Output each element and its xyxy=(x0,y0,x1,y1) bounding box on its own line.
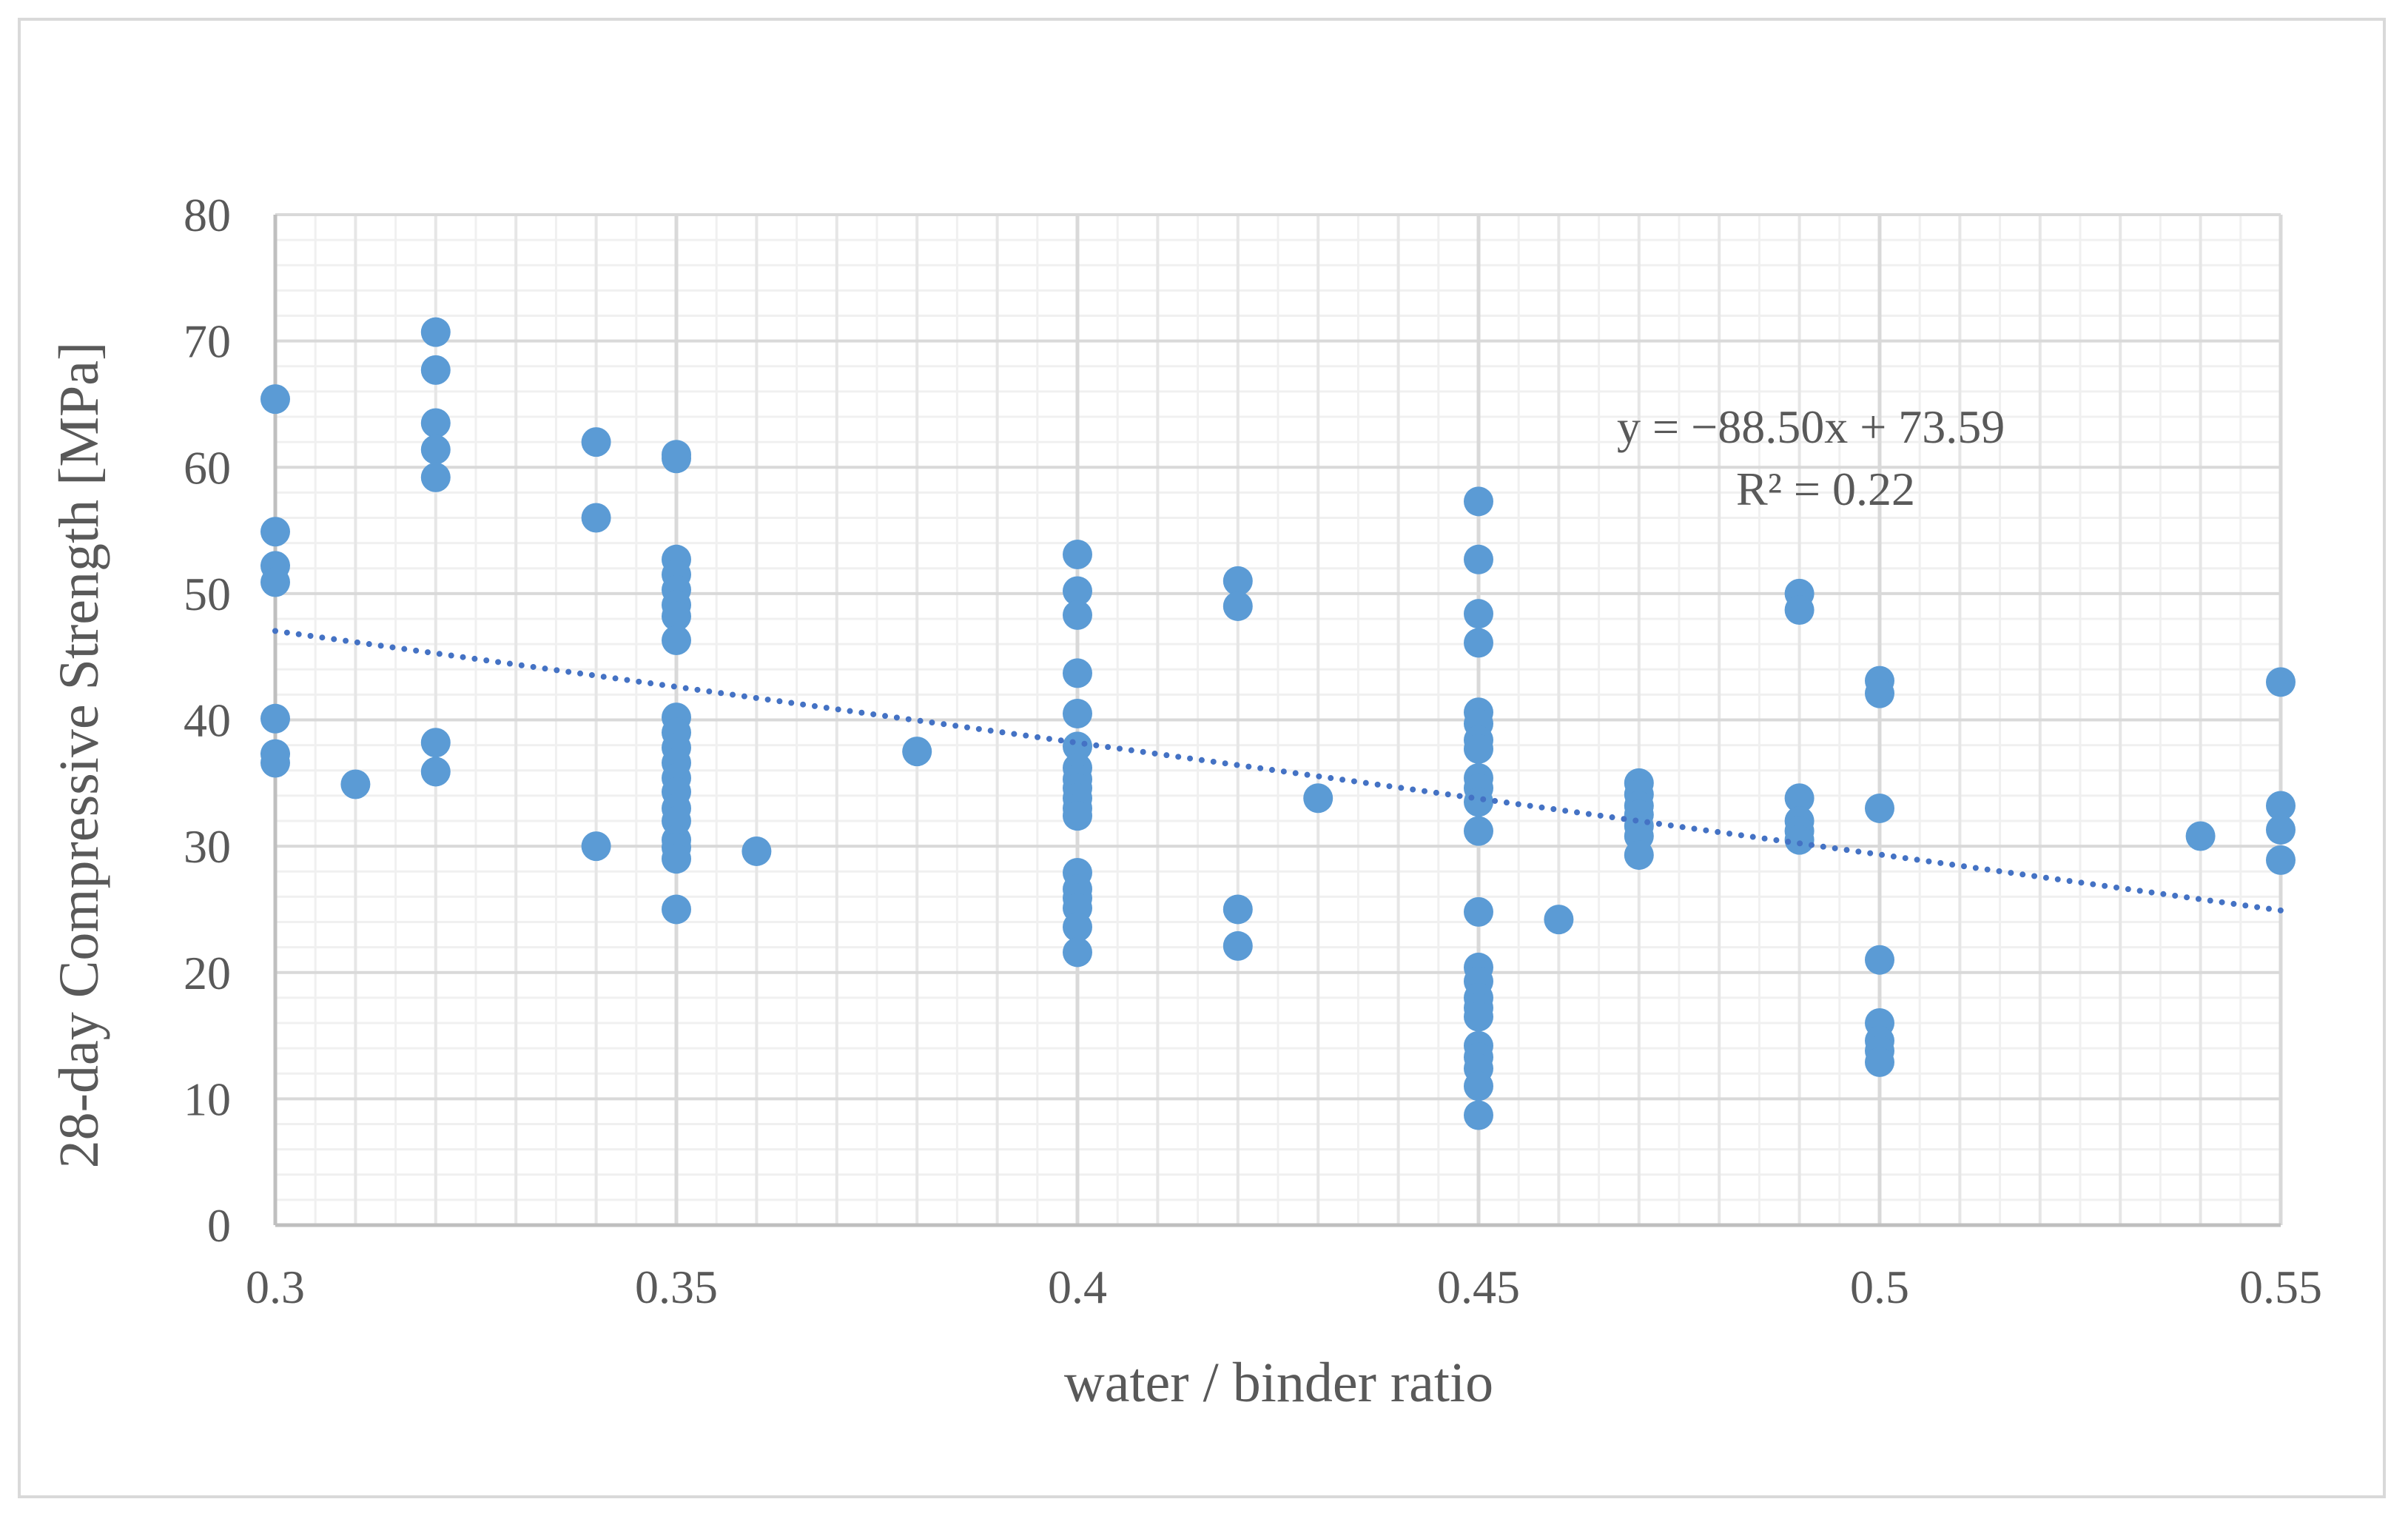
r-squared-label: R² = 0.22 xyxy=(1736,463,1915,515)
data-point xyxy=(1464,787,1493,817)
x-tick-label: 0.5 xyxy=(1850,1261,1909,1313)
data-point xyxy=(581,427,611,457)
x-tick-label: 0.4 xyxy=(1048,1261,1107,1313)
trendline-equation: y = −88.50x + 73.59 xyxy=(1617,400,2005,453)
data-point xyxy=(1063,658,1092,688)
data-point xyxy=(1223,930,1253,961)
x-tick-label: 0.45 xyxy=(1437,1261,1520,1313)
data-point xyxy=(420,435,451,465)
data-point xyxy=(1063,576,1092,606)
data-point xyxy=(581,831,611,862)
data-point xyxy=(1464,734,1493,764)
data-point xyxy=(1464,1002,1493,1032)
data-point xyxy=(662,626,691,656)
data-point xyxy=(1865,1047,1894,1077)
data-point xyxy=(1063,912,1092,942)
data-points xyxy=(260,317,2296,1130)
data-point xyxy=(1464,1100,1493,1130)
data-point xyxy=(1063,698,1092,728)
data-point xyxy=(1464,628,1493,658)
data-point xyxy=(581,503,611,533)
x-tick-label: 0.35 xyxy=(635,1261,718,1313)
data-point xyxy=(1544,905,1574,935)
data-point xyxy=(1464,544,1493,574)
data-point xyxy=(420,462,451,492)
data-point xyxy=(2266,814,2296,845)
data-point xyxy=(1063,539,1092,569)
y-tick-label: 80 xyxy=(184,189,231,241)
y-tick-label: 60 xyxy=(184,441,231,494)
data-point xyxy=(2185,821,2216,851)
data-point xyxy=(1865,678,1894,708)
data-point xyxy=(902,737,932,767)
data-point xyxy=(420,757,451,787)
data-point xyxy=(1063,801,1092,831)
y-tick-label: 40 xyxy=(184,694,231,747)
data-point xyxy=(420,408,451,438)
data-point xyxy=(1464,486,1493,517)
y-tick-label: 70 xyxy=(184,315,231,368)
data-point xyxy=(260,517,290,547)
y-tick-label: 10 xyxy=(184,1073,231,1125)
data-point xyxy=(1464,599,1493,629)
data-point xyxy=(662,443,691,474)
x-axis-title: water / binder ratio xyxy=(1064,1352,1493,1414)
data-point xyxy=(1223,894,1253,925)
data-point xyxy=(1784,825,1815,855)
data-point xyxy=(1624,840,1654,871)
tick-labels: 0.3 0.35 0.4 0.45 0.5 0.55 0 10 20 30 40 50 60 70 80 xyxy=(184,189,2322,1313)
data-point xyxy=(2266,667,2296,697)
data-point xyxy=(1865,793,1894,823)
data-point xyxy=(340,769,371,799)
data-point xyxy=(2266,845,2296,875)
data-point xyxy=(662,601,691,631)
data-point xyxy=(1223,566,1253,596)
data-point xyxy=(2266,791,2296,821)
y-tick-label: 50 xyxy=(184,568,231,620)
y-tick-label: 30 xyxy=(184,820,231,873)
y-tick-label: 20 xyxy=(184,947,231,999)
data-point xyxy=(662,894,691,925)
data-point xyxy=(1063,937,1092,968)
data-point xyxy=(1223,591,1253,621)
data-point xyxy=(1784,783,1815,814)
data-point xyxy=(1063,600,1092,630)
data-point xyxy=(260,567,290,597)
data-point xyxy=(260,703,290,734)
data-point xyxy=(260,748,290,778)
data-point xyxy=(420,728,451,758)
y-axis-title: 28-day Compressive Strength [MPa] xyxy=(48,342,110,1169)
x-tick-label: 0.3 xyxy=(246,1261,305,1313)
data-point xyxy=(1464,896,1493,927)
data-point xyxy=(662,844,691,874)
data-point xyxy=(741,836,772,866)
data-point xyxy=(420,355,451,385)
data-point xyxy=(1464,816,1493,846)
data-point xyxy=(1865,945,1894,975)
data-point xyxy=(420,317,451,347)
data-point xyxy=(1063,731,1092,762)
x-tick-label: 0.55 xyxy=(2239,1261,2322,1313)
data-point xyxy=(1303,783,1334,814)
data-point xyxy=(260,384,290,415)
data-point xyxy=(1464,1071,1493,1101)
y-tick-label: 0 xyxy=(207,1199,231,1252)
data-point xyxy=(1784,595,1815,626)
